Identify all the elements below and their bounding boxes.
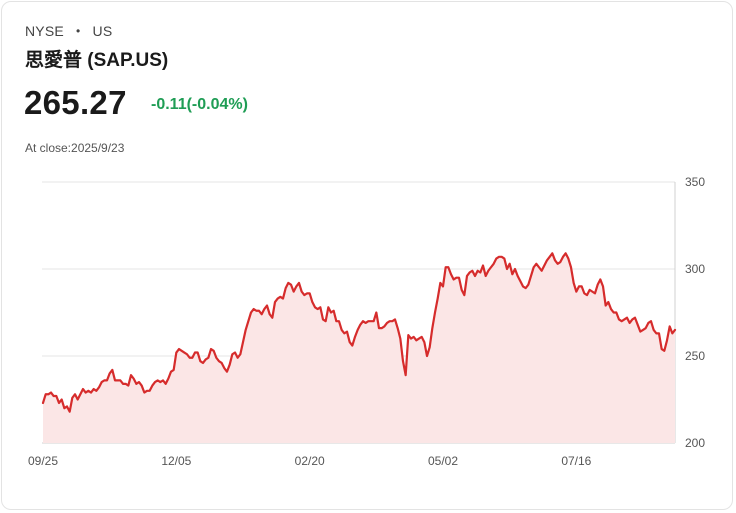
y-tick-label: 250 [685,349,705,363]
x-axis-ticks: 09/25 12/05 02/20 05/02 07/16 [28,454,592,468]
price-change: -0.11(-0.04%) [151,96,248,113]
close-date: At close:2025/9/23 [25,141,125,155]
region-name: US [92,23,113,39]
y-tick-label: 300 [685,262,705,276]
exchange-label: NYSE • US [25,23,112,39]
x-tick-label: 05/02 [428,454,458,468]
x-tick-label: 07/16 [561,454,591,468]
x-tick-label: 02/20 [295,454,325,468]
exchange-name: NYSE [25,23,64,39]
x-tick-label: 12/05 [161,454,191,468]
price-line[interactable] [41,252,677,413]
company-name: 思愛普 (SAP.US) [25,50,169,71]
y-tick-label: 350 [685,175,705,189]
price-area-fill [43,253,675,443]
y-axis-ticks: 200 250 300 350 [685,175,705,450]
x-tick-label: 09/25 [28,454,58,468]
last-price: 265.27 [24,84,127,121]
separator-dot: • [76,24,81,38]
y-tick-label: 200 [685,436,705,450]
